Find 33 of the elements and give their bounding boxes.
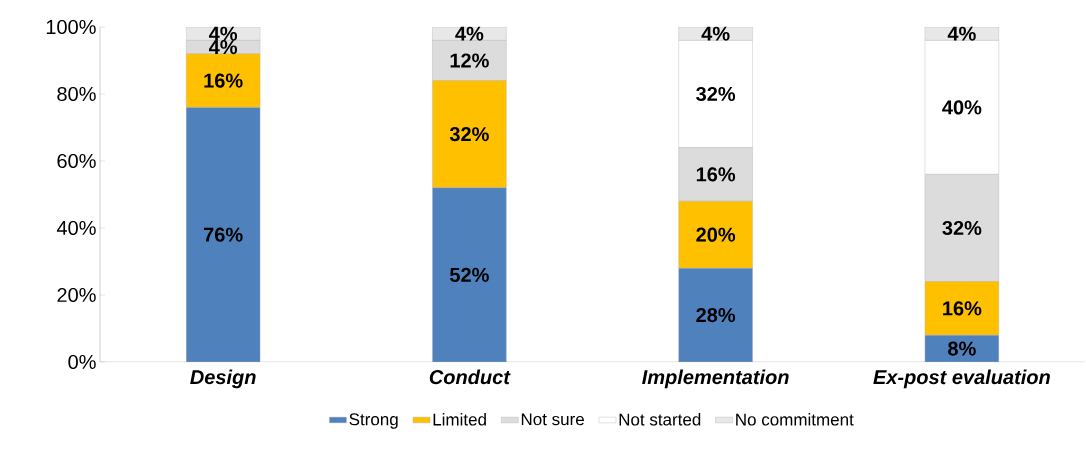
legend-label: Limited — [433, 413, 486, 426]
data-label: 32% — [449, 127, 489, 142]
y-tick-label: 20% — [57, 287, 96, 303]
legend-label: Strong — [349, 413, 398, 429]
y-tick-label: 60% — [57, 153, 96, 169]
legend-label: Not started — [619, 413, 701, 426]
data-label: 32% — [942, 220, 982, 236]
y-tick-label: 80% — [57, 86, 96, 102]
x-tick-label: Ex-post evaluation — [873, 369, 1050, 389]
data-label: 16% — [204, 73, 243, 88]
y-tick-label: 40% — [56, 220, 96, 236]
data-label: 4% — [701, 26, 730, 41]
data-label: 16% — [696, 167, 736, 182]
data-label: 12% — [450, 53, 489, 68]
x-tick-label: Conduct — [429, 369, 511, 385]
data-label: 4% — [208, 26, 238, 41]
data-label: 32% — [696, 86, 736, 102]
data-label: 52% — [449, 267, 489, 282]
y-tick-label: 100% — [46, 19, 96, 35]
data-label: 40% — [942, 100, 982, 115]
data-label: 8% — [948, 341, 976, 356]
legend-label: Not sure — [521, 413, 584, 426]
data-label: 28% — [696, 308, 736, 323]
y-tick-label: 0% — [68, 354, 96, 370]
data-label: 76% — [203, 227, 243, 242]
data-label: 20% — [696, 227, 736, 242]
data-label: 4% — [208, 40, 238, 55]
data-label: 4% — [947, 26, 976, 41]
data-label: 4% — [455, 26, 484, 41]
data-label: 16% — [943, 301, 982, 316]
x-tick-label: Implementation — [642, 369, 789, 389]
legend-label: No commitment — [736, 413, 854, 426]
x-tick-label: Design — [190, 369, 256, 389]
